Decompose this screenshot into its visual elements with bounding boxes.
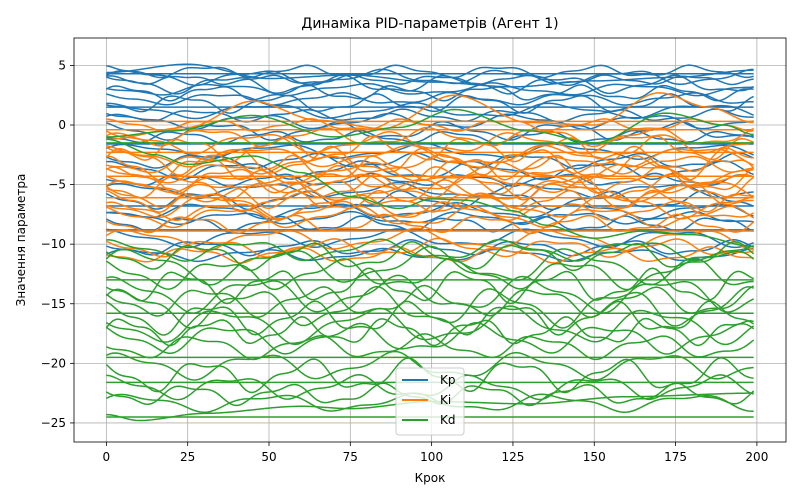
y-tick-label: −5 <box>48 178 66 192</box>
series-kp <box>105 63 754 263</box>
x-tick-label: 75 <box>343 450 358 464</box>
x-axis-label: Крок <box>415 471 446 485</box>
line-kp-28 <box>106 228 754 249</box>
x-tick-label: 25 <box>180 450 195 464</box>
legend-label-ki: Ki <box>440 393 451 407</box>
line-ki-6 <box>105 135 754 163</box>
chart-title: Динаміка PID-параметрів (Агент 1) <box>301 16 558 32</box>
legend-box <box>395 367 465 436</box>
y-tick-label: −15 <box>41 297 66 311</box>
line-kp-5 <box>106 74 754 95</box>
line-kd-9 <box>106 274 754 314</box>
line-ki-23 <box>106 205 755 229</box>
line-ki-9 <box>105 145 754 176</box>
line-kp-9 <box>106 93 754 114</box>
line-kp-6 <box>106 82 754 97</box>
y-tick-label: 0 <box>58 118 66 132</box>
line-kd-13 <box>106 300 755 336</box>
line-ki-21 <box>106 192 754 220</box>
line-kp-7 <box>105 84 754 102</box>
line-ki-17 <box>106 178 755 203</box>
line-ki-1 <box>106 118 754 132</box>
x-tick-label: 125 <box>501 450 524 464</box>
line-ki-4 <box>106 126 754 148</box>
y-tick-label: −10 <box>41 237 66 251</box>
line-ki-22 <box>106 200 754 221</box>
x-tick-label: 100 <box>420 450 443 464</box>
line-kd-10 <box>105 284 754 319</box>
line-kp-14 <box>106 120 754 142</box>
line-ki-8 <box>106 144 754 168</box>
line-kp-4 <box>106 74 754 86</box>
line-kd-2 <box>106 138 754 248</box>
line-ki-24 <box>106 213 755 235</box>
line-kd-16 <box>105 321 755 355</box>
y-axis-label: Значення параметра <box>14 174 28 307</box>
x-tick-label: 150 <box>583 450 606 464</box>
line-kd-3 <box>106 238 754 262</box>
line-kd-17 <box>106 333 755 361</box>
line-kp-25 <box>106 210 754 226</box>
line-ki-5 <box>106 130 754 155</box>
line-kd-1 <box>106 108 754 144</box>
line-kd-6 <box>105 257 754 291</box>
line-ki-14 <box>106 164 755 195</box>
x-tick-label: 175 <box>664 450 687 464</box>
line-ki-16 <box>106 173 755 201</box>
x-tick-label: 200 <box>745 450 768 464</box>
y-tick-label: 5 <box>58 58 66 72</box>
y-tick-label: −25 <box>41 416 66 430</box>
line-kd-8 <box>106 267 754 305</box>
legend-label-kd: Kd <box>440 413 456 427</box>
line-kp-15 <box>106 129 754 145</box>
legend-label-kp: Kp <box>440 373 456 387</box>
line-kd-14 <box>105 305 755 346</box>
x-tick-label: 50 <box>261 450 276 464</box>
line-ki-28 <box>106 246 754 264</box>
line-kd-15 <box>105 316 754 347</box>
y-tick-label: −20 <box>41 356 66 370</box>
line-ki-12 <box>106 160 754 185</box>
plot-area-frame <box>73 37 787 443</box>
x-tick-label: 0 <box>103 450 111 464</box>
axis-ticks: 0 25 50 75 100 125 150 175 200 −25 −20 −15 −10 −5 0 5 <box>41 58 769 464</box>
line-ki-18 <box>105 179 754 210</box>
line-kp-8 <box>106 91 754 106</box>
series-lines <box>105 63 755 422</box>
line-ki-3 <box>106 92 754 141</box>
legend: Kp Ki Kd <box>395 367 465 436</box>
line-kd-4 <box>105 240 755 272</box>
